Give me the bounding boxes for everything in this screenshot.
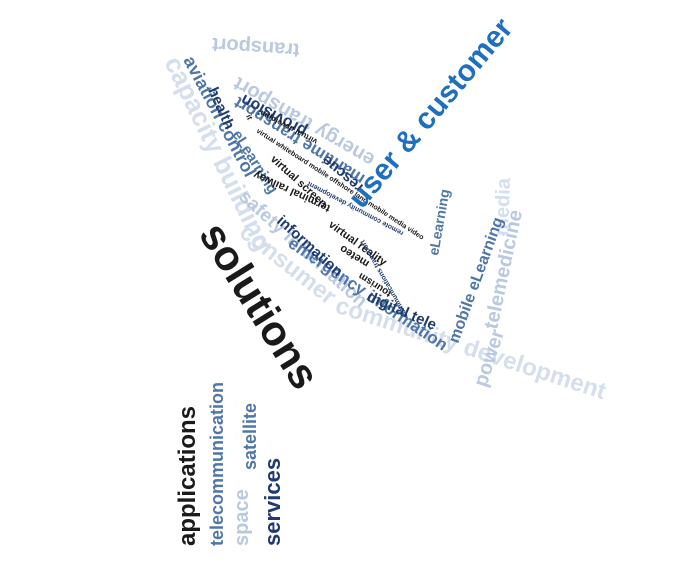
word-elearning-2: eLearning [425,188,452,257]
word-transport-top: transport [211,33,300,61]
word-media: media [491,177,515,236]
word-services: services [260,458,285,546]
word-applications: applications [174,406,201,546]
word-space: space [231,489,253,546]
word-satellite: satellite [240,403,260,470]
word-it: it [244,113,254,121]
word-telecommunication: telecommunication [207,382,227,546]
